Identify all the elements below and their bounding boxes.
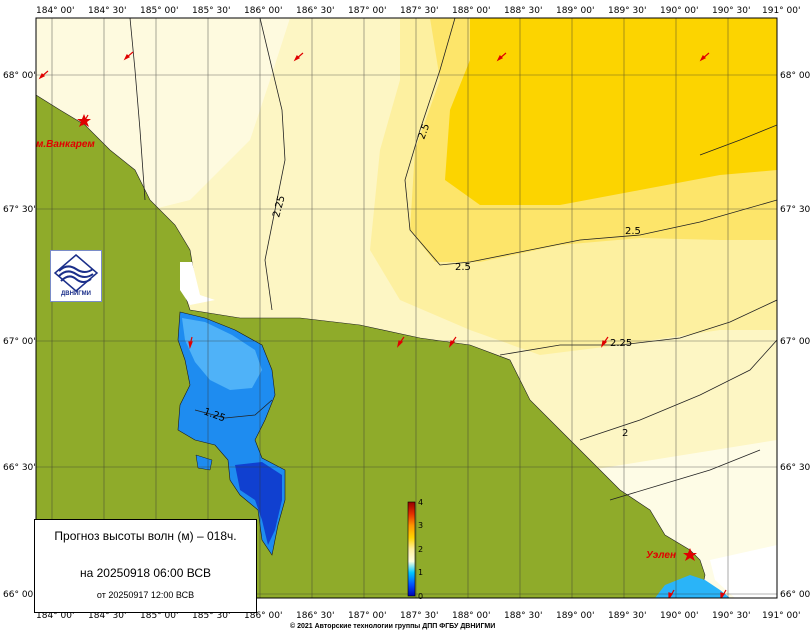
svg-text:68° 00': 68° 00' bbox=[780, 71, 810, 81]
sea-band-high bbox=[445, 18, 777, 205]
lagoon-deep-zone bbox=[235, 462, 282, 545]
svg-text:188° 30': 188° 30' bbox=[504, 6, 542, 16]
svg-text:184° 30': 184° 30' bbox=[88, 6, 126, 16]
svg-text:189° 00': 189° 00' bbox=[556, 6, 594, 16]
arrow-icon bbox=[668, 589, 675, 598]
svg-text:185° 00': 185° 00' bbox=[140, 6, 178, 16]
svg-text:184° 00': 184° 00' bbox=[36, 611, 74, 621]
svg-text:67° 00': 67° 00' bbox=[3, 337, 36, 347]
uelen-sea-white bbox=[710, 545, 777, 598]
contours bbox=[129, 18, 777, 501]
svg-text:184° 30': 184° 30' bbox=[88, 611, 126, 621]
svg-text:187° 30': 187° 30' bbox=[400, 611, 438, 621]
lagoon-light-zone bbox=[182, 318, 262, 390]
arrow-icon bbox=[496, 52, 507, 62]
svg-text:186° 30': 186° 30' bbox=[296, 6, 334, 16]
colorbar-tick: 0 bbox=[418, 592, 423, 601]
contour-label: 2.25 bbox=[610, 338, 632, 349]
svg-text:188° 00': 188° 00' bbox=[452, 611, 490, 621]
star-icon bbox=[77, 114, 91, 127]
arrow-icon bbox=[720, 589, 727, 598]
svg-text:67° 30': 67° 30' bbox=[3, 205, 36, 215]
svg-text:186° 00': 186° 00' bbox=[244, 6, 282, 16]
svg-text:187° 00': 187° 00' bbox=[348, 611, 386, 621]
arrow-icon bbox=[449, 336, 457, 348]
svg-text:187° 00': 187° 00' bbox=[348, 6, 386, 16]
svg-text:66° 00': 66° 00' bbox=[780, 590, 810, 600]
lon-labels-top: 184° 00' 184° 30' 185° 00' 185° 30' 186°… bbox=[36, 6, 800, 16]
svg-text:191° 00': 191° 00' bbox=[762, 6, 800, 16]
svg-text:68° 00': 68° 00' bbox=[3, 71, 36, 81]
forecast-title: Прогноз высоты волн (м) – 018ч. bbox=[54, 529, 237, 543]
colorbar-tick: 3 bbox=[418, 521, 423, 530]
arrow-icon bbox=[293, 52, 304, 62]
station-markers bbox=[77, 114, 697, 561]
contour-label: 2.5 bbox=[416, 122, 432, 141]
colorbar: 4 3 2 1 0 bbox=[407, 498, 423, 601]
contour-label: 2.5 bbox=[625, 226, 641, 237]
svg-text:184° 00': 184° 00' bbox=[36, 6, 74, 16]
lat-labels-left: 68° 00' 67° 30' 67° 00' 66° 30' 66° 00' bbox=[3, 71, 36, 600]
svg-text:190° 00': 190° 00' bbox=[660, 6, 698, 16]
svg-text:185° 30': 185° 30' bbox=[192, 611, 230, 621]
lat-labels-right: 68° 00' 67° 30' 67° 00' 66° 30' 66° 00' bbox=[780, 71, 810, 600]
arrow-icon bbox=[397, 336, 405, 348]
svg-text:190° 30': 190° 30' bbox=[712, 611, 750, 621]
svg-text:185° 30': 185° 30' bbox=[192, 6, 230, 16]
star-icon bbox=[683, 548, 697, 561]
arrow-icon bbox=[123, 51, 134, 61]
svg-text:185° 00': 185° 00' bbox=[140, 611, 178, 621]
forecast-issued-time: от 20250917 12:00 ВСВ bbox=[96, 590, 195, 600]
svg-text:67° 30': 67° 30' bbox=[780, 205, 810, 215]
coastal-strip bbox=[180, 262, 215, 305]
logo-text: ДВНИГМИ bbox=[61, 291, 91, 297]
colorbar-tick: 1 bbox=[418, 568, 423, 577]
forecast-info-box: Прогноз высоты волн (м) – 018ч. на 20250… bbox=[34, 519, 257, 613]
svg-text:66° 00': 66° 00' bbox=[3, 590, 36, 600]
arrow-icon bbox=[188, 336, 193, 350]
svg-text:190° 30': 190° 30' bbox=[712, 6, 750, 16]
graticule bbox=[36, 18, 777, 598]
colorbar-tick: 2 bbox=[418, 545, 423, 554]
svg-text:67° 00': 67° 00' bbox=[780, 337, 810, 347]
svg-text:190° 00': 190° 00' bbox=[660, 611, 698, 621]
arrow-icon bbox=[38, 70, 49, 80]
svg-text:188° 00': 188° 00' bbox=[452, 6, 490, 16]
svg-text:66° 30': 66° 30' bbox=[3, 463, 36, 473]
place-uelen: Уэлен bbox=[646, 550, 676, 561]
svg-text:186° 30': 186° 30' bbox=[296, 611, 334, 621]
lon-labels-bottom: 184° 00' 184° 30' 185° 00' 185° 30' 186°… bbox=[36, 611, 800, 621]
svg-text:187° 30': 187° 30' bbox=[400, 6, 438, 16]
svg-text:66° 30': 66° 30' bbox=[780, 463, 810, 473]
colorbar-tick: 4 bbox=[418, 498, 423, 507]
svg-text:191° 00': 191° 00' bbox=[762, 611, 800, 621]
svg-text:189° 30': 189° 30' bbox=[608, 6, 646, 16]
map-frame bbox=[35, 17, 778, 599]
svg-text:188° 30': 188° 30' bbox=[504, 611, 542, 621]
arrow-icon bbox=[601, 336, 609, 348]
svg-text:186° 00': 186° 00' bbox=[244, 611, 282, 621]
arrow-icon bbox=[699, 52, 710, 62]
dvnigmi-logo: ДВНИГМИ bbox=[50, 250, 102, 302]
contour-label: 2 bbox=[622, 428, 628, 439]
copyright: © 2021 Авторские технологии группы ДПП Ф… bbox=[290, 622, 495, 630]
dvnigmi-logo-icon bbox=[53, 254, 99, 292]
svg-text:189° 30': 189° 30' bbox=[608, 611, 646, 621]
uelen-sea-corner bbox=[655, 575, 730, 598]
contour-label: 2.5 bbox=[455, 262, 471, 273]
place-vankarem: м.Ванкарем bbox=[36, 139, 95, 150]
forecast-valid-time: на 20250918 06:00 ВСВ bbox=[80, 566, 211, 580]
svg-text:189° 00': 189° 00' bbox=[556, 611, 594, 621]
